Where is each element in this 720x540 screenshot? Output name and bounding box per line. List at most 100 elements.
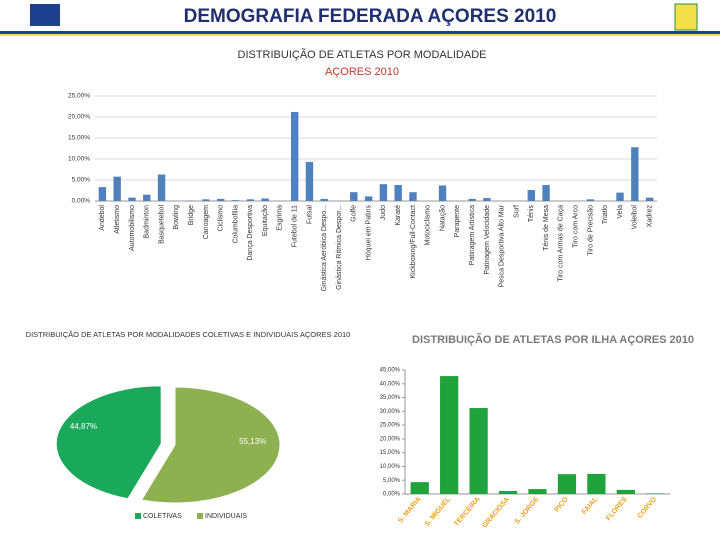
bar bbox=[646, 493, 665, 494]
bar bbox=[528, 489, 547, 494]
x-tick-label: Esgrima bbox=[277, 205, 284, 231]
chart-title: DISTRIBUIÇÃO DE ATLETAS POR MODALIDADES … bbox=[26, 330, 351, 339]
logo-right bbox=[674, 3, 698, 31]
bar bbox=[645, 197, 654, 201]
bar bbox=[631, 147, 639, 201]
x-tick-label: Tiro com Arco bbox=[573, 205, 580, 248]
bar bbox=[440, 376, 459, 494]
bar bbox=[261, 198, 269, 201]
x-tick-label: Bowling bbox=[173, 205, 180, 230]
x-tick-label: Xadrez bbox=[646, 205, 653, 228]
bar bbox=[542, 185, 550, 201]
x-tick-label: Futebol de 11 bbox=[292, 205, 299, 247]
bar bbox=[616, 192, 624, 201]
x-tick-label: Ténis bbox=[528, 205, 535, 223]
bar bbox=[113, 176, 121, 201]
bar bbox=[98, 187, 107, 201]
y-tick-label: 10,00% bbox=[68, 156, 90, 163]
bar bbox=[350, 192, 358, 201]
x-tick-label: Parapente bbox=[454, 205, 461, 237]
bar bbox=[320, 198, 328, 201]
y-tick-label: 10,00% bbox=[380, 464, 401, 470]
y-tick-label: 20,00% bbox=[68, 114, 90, 121]
x-tick-label: Surf bbox=[513, 205, 520, 218]
y-tick-label: 15,00% bbox=[380, 450, 401, 456]
pie bbox=[55, 385, 281, 503]
y-tick-label: 25,00% bbox=[68, 93, 90, 100]
x-tick-label: Kickboxing/Full-Contact bbox=[410, 205, 417, 279]
y-tick-label: 25,00% bbox=[380, 423, 401, 429]
x-tick-label: Natação bbox=[439, 205, 446, 231]
bar bbox=[379, 184, 388, 201]
bar bbox=[231, 200, 240, 201]
x-tick-label: Hóquei em Patins bbox=[365, 205, 372, 261]
bar bbox=[409, 192, 417, 201]
bar bbox=[410, 482, 429, 494]
data-label: 55,13% bbox=[239, 437, 266, 446]
bar bbox=[305, 161, 314, 201]
header-stripe bbox=[0, 34, 720, 36]
x-tick-label: Andebol bbox=[99, 205, 106, 231]
y-tick-label: 5,00% bbox=[72, 177, 91, 184]
bar bbox=[586, 199, 595, 201]
x-tick-label: Basquetebol bbox=[158, 205, 165, 244]
legend-swatch bbox=[197, 513, 203, 519]
x-tick-label: Golfe bbox=[351, 205, 358, 222]
x-tick-label: Patinagem Artística bbox=[469, 205, 476, 265]
x-tick-label: Karaté bbox=[395, 205, 402, 226]
bar bbox=[364, 196, 373, 201]
x-tick-label: Ginástica Rítmica Despor... bbox=[336, 205, 343, 290]
y-tick-label: 15,00% bbox=[68, 135, 90, 142]
chart-subtitle: AÇORES 2010 bbox=[325, 66, 399, 78]
y-tick-label: 30,00% bbox=[380, 409, 401, 415]
x-tick-label: Ciclismo bbox=[218, 205, 225, 232]
bar bbox=[246, 199, 254, 201]
x-tick-label: Ginástica Aeróbica Despo... bbox=[321, 205, 328, 291]
bar bbox=[483, 198, 491, 201]
x-tick-label: Dança Desportiva bbox=[247, 205, 254, 261]
y-tick-label: 35,00% bbox=[380, 395, 401, 401]
bar bbox=[527, 190, 535, 201]
chart-title: DISTRIBUIÇÃO DE ATLETAS POR ILHA AÇORES … bbox=[412, 333, 694, 346]
header-rule bbox=[0, 31, 720, 34]
x-tick-label: Vela bbox=[617, 205, 624, 219]
y-tick-label: 0,00% bbox=[72, 198, 91, 205]
x-tick-label: Atletismo bbox=[114, 205, 121, 234]
y-tick-label: 40,00% bbox=[380, 381, 401, 387]
x-tick-label: Ténis de Mesa bbox=[543, 205, 550, 251]
bar bbox=[616, 489, 635, 494]
x-tick-label: Equitação bbox=[262, 205, 269, 236]
pie-slice bbox=[55, 385, 162, 499]
x-tick-label: Judo bbox=[380, 205, 387, 220]
bar bbox=[557, 474, 577, 494]
bar bbox=[290, 111, 299, 201]
x-tick-label: Tiro com Armas de Caça bbox=[558, 205, 565, 282]
y-tick-label: 5,00% bbox=[383, 478, 401, 484]
bar bbox=[217, 198, 225, 201]
chart-title: DISTRIBUIÇÃO DE ATLETAS POR MODALIDADE bbox=[238, 48, 487, 61]
x-tick-label: Columbofilia bbox=[232, 205, 239, 244]
x-tick-label: Badminton bbox=[144, 205, 151, 239]
logo-left bbox=[30, 4, 60, 26]
bar bbox=[202, 199, 210, 201]
bar bbox=[587, 473, 606, 494]
x-tick-label: Futsal bbox=[306, 205, 313, 225]
legend-label: INDIVIDUAIS bbox=[205, 513, 247, 520]
data-label: 44,87% bbox=[70, 422, 97, 431]
bar bbox=[469, 408, 488, 494]
bar bbox=[394, 185, 402, 201]
bar bbox=[498, 490, 518, 494]
bar bbox=[157, 174, 166, 201]
y-tick-label: 0,00% bbox=[383, 492, 401, 498]
y-tick-label: 45,00% bbox=[380, 368, 401, 374]
page-title: DEMOGRAFIA FEDERADA AÇORES 2010 bbox=[184, 6, 557, 27]
x-tick-label: Automobilismo bbox=[129, 205, 136, 251]
x-tick-label: Bridge bbox=[188, 205, 195, 225]
x-tick-label: Pesca Desportiva Alto Mar bbox=[499, 204, 506, 287]
x-tick-label: Motociclismo bbox=[425, 205, 432, 246]
legend-label: COLETIVAS bbox=[143, 513, 182, 520]
legend-swatch bbox=[135, 513, 141, 519]
pie-slice bbox=[141, 386, 281, 503]
bar bbox=[468, 198, 476, 201]
